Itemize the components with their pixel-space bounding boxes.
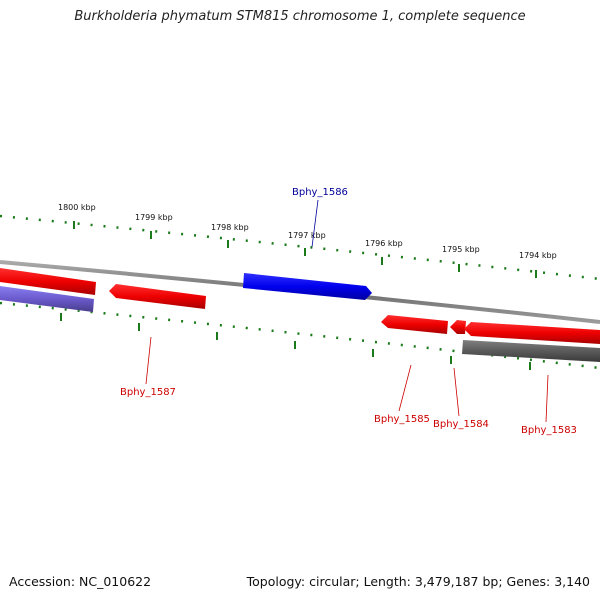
leader-line-bphy-1585: [398, 364, 412, 412]
inner-tick-track: [0, 301, 600, 370]
gene-labels: Bphy_1586 Bphy_1587 Bphy_1585 Bphy_1584 …: [120, 187, 577, 436]
gene-bphy-1584[interactable]: [450, 320, 466, 334]
topology-text: Topology: circular; Length: 3,479,187 bp…: [246, 574, 590, 589]
gene-bphy-1586[interactable]: [243, 273, 372, 300]
gene-arrow-reverse[interactable]: [109, 284, 206, 309]
gene-unnamed-gray[interactable]: [462, 340, 600, 362]
gene-label-bphy-1586[interactable]: Bphy_1586: [292, 187, 348, 198]
scale-label-1798: 1798 kbp: [211, 223, 249, 232]
gene-arrow-reverse[interactable]: [381, 315, 448, 334]
leader-line-bphy-1586: [311, 199, 319, 248]
scale-labels: 1800 kbp 1799 kbp 1798 kbp 1797 kbp 1796…: [58, 203, 557, 260]
gene-arrow-forward[interactable]: [243, 273, 372, 300]
gene-arrow-reverse-partial[interactable]: [0, 268, 96, 295]
scale-label-1797: 1797 kbp: [288, 231, 326, 240]
gene-bphy-1585[interactable]: [381, 315, 448, 334]
gene-label-bphy-1583[interactable]: Bphy_1583: [521, 425, 577, 436]
scale-label-1794: 1794 kbp: [519, 251, 557, 260]
gene-arrow-forward-partial[interactable]: [0, 286, 94, 312]
gene-unnamed-forward[interactable]: [0, 286, 94, 312]
gene-label-bphy-1585[interactable]: Bphy_1585: [374, 414, 430, 425]
scale-label-1800: 1800 kbp: [58, 203, 96, 212]
gene-bphy-1583[interactable]: [464, 322, 600, 344]
gene-label-bphy-1584[interactable]: Bphy_1584: [433, 419, 489, 430]
leader-line-bphy-1587: [145, 336, 152, 385]
map-title: Burkholderia phymatum STM815 chromosome …: [74, 9, 526, 24]
scale-label-1799: 1799 kbp: [135, 213, 173, 222]
gene-arrow-reverse[interactable]: [450, 320, 466, 334]
outer-tick-track: [0, 214, 600, 281]
leader-line-bphy-1583: [545, 374, 549, 423]
gene-label-bphy-1587[interactable]: Bphy_1587: [120, 387, 176, 398]
scale-label-1796: 1796 kbp: [365, 239, 403, 248]
leader-line-bphy-1584: [453, 367, 460, 417]
accession-text: Accession: NC_010622: [9, 574, 152, 589]
gene-bphy-1587[interactable]: [109, 284, 206, 309]
gene-unnamed-reverse-left[interactable]: [0, 268, 96, 295]
gene-arrow-reverse[interactable]: [464, 322, 600, 344]
scale-label-1795: 1795 kbp: [442, 245, 480, 254]
label-leaders: [145, 199, 549, 423]
gene-arrow-reverse-partial[interactable]: [462, 340, 600, 362]
